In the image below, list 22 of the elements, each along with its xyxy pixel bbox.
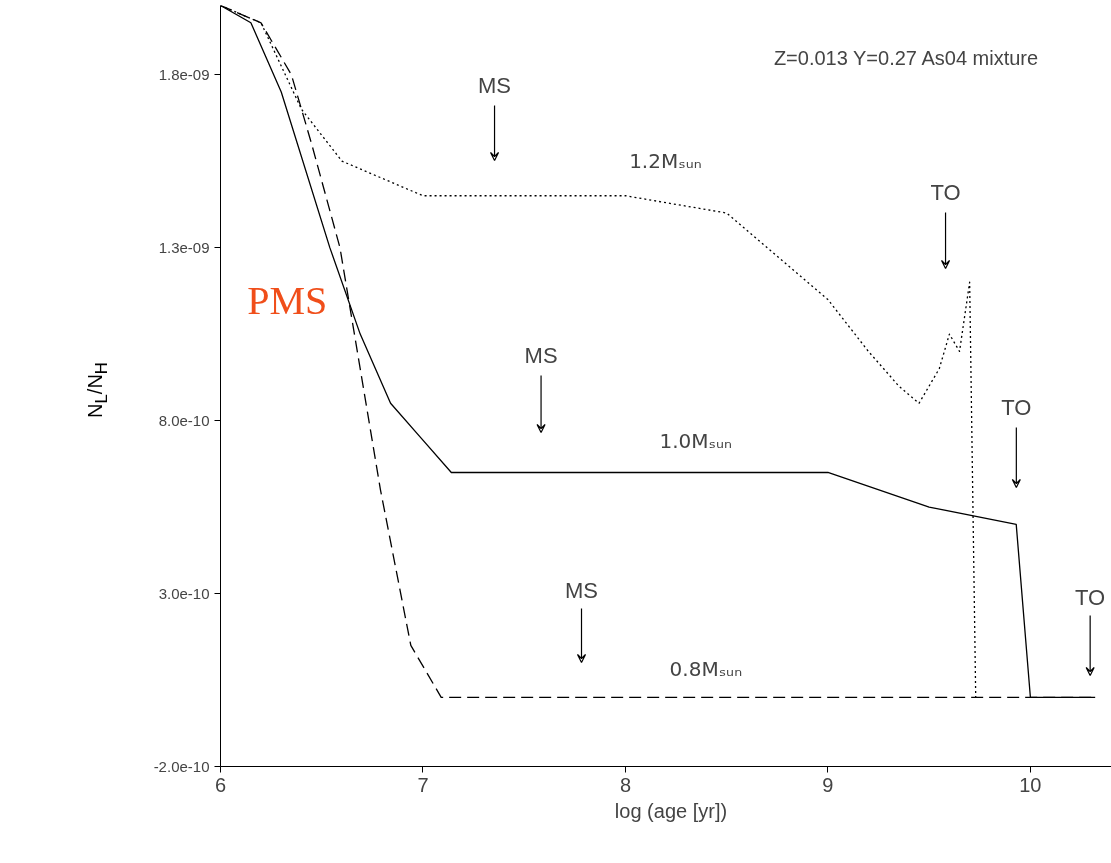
annotation: TO	[930, 180, 961, 205]
annotation: 1.0Mₛᵤₙ	[659, 428, 733, 453]
annotation: TO	[1001, 395, 1032, 420]
y-tick-label: 3.0e-10	[158, 584, 210, 602]
x-tick-label: 7	[417, 773, 429, 796]
y-tick-label: 8.0e-10	[158, 411, 210, 429]
x-tick-label: 9	[822, 773, 834, 796]
annotation: MS	[565, 578, 599, 603]
y-tick-label: 1.3e-09	[158, 238, 210, 256]
annotation: 0.8Mₛᵤₙ	[669, 656, 743, 681]
x-axis-title: log (age [yr])	[614, 799, 728, 822]
x-tick-label: 6	[214, 773, 227, 796]
y-tick-label: -2.0e-10	[153, 757, 210, 775]
annotation: Z=0.013 Y=0.27 As04 mixture	[773, 46, 1039, 69]
annotation: PMS	[247, 278, 328, 323]
x-tick-label: 10	[1019, 773, 1042, 796]
annotation: TO	[1075, 585, 1106, 610]
annotation: 1.2Mₛᵤₙ	[629, 148, 702, 173]
annotation: MS	[478, 73, 512, 98]
annotation: MS	[524, 343, 558, 368]
y-tick-label: 1.8e-09	[158, 65, 210, 83]
x-tick-label: 8	[619, 773, 632, 796]
